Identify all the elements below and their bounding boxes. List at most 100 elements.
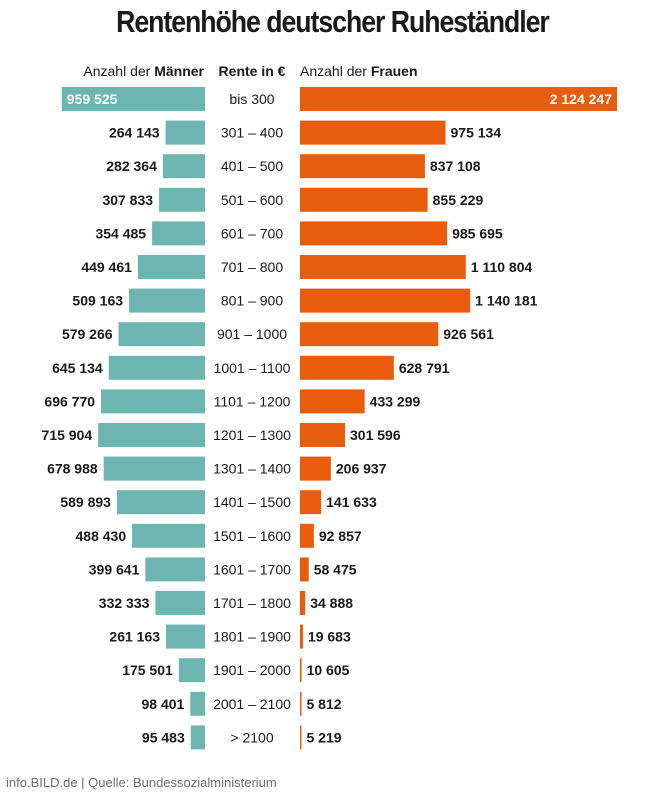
bar-frauen	[300, 154, 425, 179]
value-label-maenner: 307 833	[102, 192, 153, 208]
bar-frauen	[300, 423, 346, 447]
bar-maenner	[137, 255, 205, 279]
value-label-maenner: 95 483	[142, 729, 185, 745]
header-frauen-prefix: Anzahl der	[300, 63, 371, 79]
bar-frauen	[300, 658, 302, 683]
bar-maenner	[145, 557, 205, 582]
bar-maenner	[162, 154, 205, 179]
bar-frauen	[300, 87, 617, 111]
footer-source: info.BILD.de | Quelle: Bundessozialminis…	[6, 775, 277, 790]
bar-maenner	[103, 456, 205, 481]
value-label-frauen: 926 561	[443, 326, 494, 342]
category-label: 1701 – 1800	[213, 595, 291, 611]
header-frauen: Anzahl der Frauen	[300, 63, 418, 79]
value-label-frauen: 5 812	[307, 696, 342, 712]
value-label-maenner: 175 501	[122, 662, 173, 678]
bar-maenner	[152, 221, 205, 246]
value-label-frauen: 855 229	[433, 192, 484, 208]
bar-maenner	[159, 187, 205, 212]
category-label: 1901 – 2000	[213, 662, 291, 678]
bar-frauen	[300, 120, 446, 145]
value-label-maenner: 715 904	[42, 427, 93, 443]
category-label: 401 – 500	[221, 158, 283, 174]
value-label-frauen: 1 140 181	[475, 293, 537, 309]
value-label-frauen: 985 695	[452, 225, 503, 241]
bar-frauen	[300, 322, 439, 347]
bar-frauen	[300, 456, 331, 481]
category-label: 1301 – 1400	[213, 461, 291, 477]
value-label-maenner: 645 134	[52, 360, 103, 376]
value-label-frauen: 301 596	[350, 427, 401, 443]
value-label-maenner: 332 333	[99, 595, 150, 611]
value-label-maenner: 282 364	[106, 158, 157, 174]
chart-title: Rentenhöhe deutscher Ruheständler	[116, 4, 550, 39]
category-label: 1101 – 1200	[214, 393, 291, 409]
bar-frauen	[300, 355, 394, 380]
bar-frauen	[300, 221, 448, 246]
value-label-frauen: 5 219	[307, 729, 342, 745]
bar-maenner	[155, 591, 205, 615]
category-label: 801 – 900	[221, 293, 283, 309]
bar-frauen	[300, 490, 322, 515]
column-headers: Anzahl der Männer Rente in € Anzahl der …	[83, 63, 417, 79]
value-label-maenner: 509 163	[72, 293, 123, 309]
value-label-frauen: 141 633	[326, 494, 377, 510]
category-label: 2001 – 2100	[213, 696, 291, 712]
bar-frauen	[300, 725, 302, 750]
bar-frauen	[300, 691, 302, 716]
bar-frauen	[300, 523, 314, 548]
category-label: 1601 – 1700	[213, 561, 291, 577]
value-label-maenner: 488 430	[76, 528, 127, 544]
population-pyramid-chart: Anzahl der Männer Rente in € Anzahl der …	[42, 63, 617, 750]
value-label-frauen: 433 299	[370, 393, 421, 409]
bar-frauen	[300, 187, 428, 212]
category-label: > 2100	[230, 729, 273, 745]
value-label-frauen: 975 134	[451, 125, 502, 141]
bar-maenner	[118, 322, 205, 347]
header-rente: Rente in €	[219, 63, 286, 79]
bar-maenner	[101, 389, 205, 414]
category-label: 501 – 600	[221, 192, 283, 208]
category-label: 701 – 800	[221, 259, 283, 275]
header-frauen-bold: Frauen	[371, 63, 418, 79]
bar-maenner	[178, 658, 205, 683]
bar-frauen	[300, 624, 303, 649]
category-label: 1001 – 1100	[214, 360, 291, 376]
bar-frauen	[300, 557, 309, 582]
bar-maenner	[129, 288, 205, 313]
bar-maenner	[61, 87, 206, 111]
value-label-maenner: 678 988	[47, 461, 98, 477]
bar-maenner	[190, 725, 205, 750]
bar-maenner	[108, 355, 205, 380]
value-label-maenner: 399 641	[89, 561, 140, 577]
category-label: 1201 – 1300	[213, 427, 291, 443]
value-label-frauen: 10 605	[307, 662, 350, 678]
category-label: 1501 – 1600	[213, 528, 291, 544]
header-maenner-prefix: Anzahl der	[83, 63, 154, 79]
header-maenner: Anzahl der Männer	[83, 63, 204, 79]
value-label-frauen: 206 937	[336, 461, 387, 477]
value-label-frauen: 1 110 804	[471, 259, 533, 275]
bar-maenner	[116, 490, 205, 515]
value-label-frauen: 2 124 247	[550, 91, 612, 107]
category-label: bis 300	[229, 91, 274, 107]
value-label-maenner: 579 266	[62, 326, 113, 342]
bar-maenner	[165, 120, 205, 145]
category-label: 1401 – 1500	[213, 494, 291, 510]
value-label-frauen: 92 857	[319, 528, 362, 544]
value-label-maenner: 264 143	[109, 125, 160, 141]
value-label-maenner: 449 461	[81, 259, 132, 275]
value-label-maenner: 589 893	[60, 494, 111, 510]
value-label-frauen: 34 888	[310, 595, 353, 611]
bar-frauen	[300, 255, 466, 279]
value-label-maenner: 959 525	[67, 91, 118, 107]
value-label-maenner: 98 401	[141, 696, 184, 712]
bar-maenner	[98, 423, 205, 447]
header-maenner-bold: Männer	[154, 63, 204, 79]
category-label: 901 – 1000	[217, 326, 287, 342]
value-label-maenner: 354 485	[95, 225, 146, 241]
category-label: 301 – 400	[221, 125, 283, 141]
bar-frauen	[300, 288, 471, 313]
chart-rows: bis 300 959 525 2 124 247 301 – 400 264 143 9…	[42, 87, 617, 750]
bar-frauen	[300, 591, 306, 615]
